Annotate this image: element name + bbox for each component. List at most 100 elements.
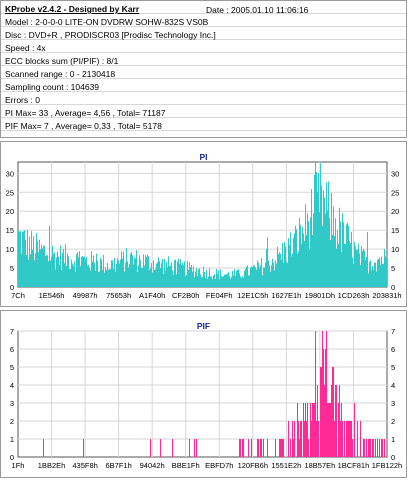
pi-bar — [377, 259, 378, 287]
pif-bar — [373, 439, 374, 457]
pi-bar — [283, 262, 284, 287]
pif-xtick-label: 1BB2Eh — [38, 461, 66, 470]
pi-bar — [32, 249, 33, 287]
pi-bar — [151, 263, 152, 287]
pi-bar — [372, 266, 373, 287]
pi-bar — [384, 249, 385, 287]
pi-bar — [103, 255, 104, 287]
pi-bar — [277, 246, 278, 287]
pif-bar — [43, 439, 44, 457]
pi-bar — [79, 251, 80, 287]
pif-bar — [349, 421, 350, 457]
pif-bar — [299, 439, 300, 457]
pi-bar — [242, 276, 243, 287]
pi-bar — [299, 217, 300, 287]
pi-bar — [191, 264, 192, 287]
pi-bar — [295, 225, 296, 287]
pi-bar — [226, 274, 227, 287]
pi-bar — [320, 163, 321, 287]
pif-bar — [340, 421, 341, 457]
pif-bar — [330, 403, 331, 457]
pi-bar — [334, 236, 335, 287]
pif-ytick-left: 6 — [10, 345, 14, 354]
pi-bar — [308, 221, 309, 287]
pi-bar — [331, 192, 332, 287]
pi-bar — [158, 257, 159, 287]
pi-bar — [205, 278, 206, 287]
pi-bar — [101, 259, 102, 287]
pi-bar — [360, 265, 361, 287]
pi-bar — [349, 241, 350, 287]
pi-bar — [343, 222, 344, 287]
pif-bar — [306, 421, 307, 457]
pi-bar — [62, 252, 63, 287]
pif-bar — [323, 349, 324, 457]
pi-bar — [72, 263, 73, 287]
pi-bar — [289, 245, 290, 287]
pif-ytick-left: 5 — [10, 363, 14, 372]
pi-bar — [168, 256, 169, 287]
pi-bar — [80, 266, 81, 287]
pi-bar — [333, 206, 334, 287]
pi-bar — [165, 270, 166, 287]
pif-bar — [369, 439, 370, 457]
pi-bar — [197, 275, 198, 287]
pif-ytick-right: 0 — [391, 453, 395, 462]
pi-bar — [235, 275, 236, 287]
pi-bar — [301, 244, 302, 287]
pi-bar — [203, 266, 204, 287]
pi-bar — [255, 267, 256, 287]
pi-ytick-right: 10 — [391, 245, 399, 254]
pi-bar — [113, 268, 114, 287]
pi-bar — [365, 259, 366, 287]
pi-bar — [58, 256, 59, 287]
pi-bar — [338, 243, 339, 287]
pi-bar — [362, 251, 363, 287]
pi-bar — [73, 265, 74, 287]
pi-bar — [178, 258, 179, 287]
pi-bar — [85, 259, 86, 287]
pi-bar — [18, 229, 19, 287]
pif-bar — [366, 439, 367, 457]
pi-bar — [155, 268, 156, 287]
pi-chart-title: PI — [199, 152, 208, 162]
pi-bar — [348, 225, 349, 287]
pi-ytick-left: 5 — [10, 264, 14, 273]
pi-bar — [193, 266, 194, 287]
pi-bar — [127, 261, 128, 287]
pif-bar — [341, 403, 342, 457]
pi-bar — [175, 259, 176, 287]
pif-bar — [336, 385, 337, 457]
pi-ytick-left: 0 — [10, 283, 14, 292]
pi-bar — [379, 257, 380, 287]
pi-xtick-label: 49987h — [73, 291, 98, 300]
pi-peak-bar — [315, 162, 317, 287]
pi-bar — [99, 271, 100, 287]
pif-bar — [370, 439, 371, 457]
pi-bar — [128, 267, 129, 287]
pi-bar — [132, 255, 133, 287]
pi-bar — [171, 262, 172, 287]
pi-xtick-label: 19801Dh — [305, 291, 335, 300]
pi-bar — [219, 279, 220, 287]
pi-bar — [185, 276, 186, 287]
pi-bar — [196, 268, 197, 287]
pi-bar — [240, 276, 241, 287]
info-disc: Disc : DVD+R , PRODISCR03 [Prodisc Techn… — [5, 30, 216, 40]
pi-bar — [233, 275, 234, 287]
pi-bar — [288, 238, 289, 287]
pi-bar — [368, 273, 369, 287]
pi-ytick-right: 30 — [391, 169, 399, 178]
pif-ytick-left: 1 — [10, 435, 14, 444]
pi-bar — [100, 257, 101, 287]
pi-bar — [231, 276, 232, 287]
pi-ytick-left: 15 — [6, 226, 14, 235]
pi-bar — [24, 230, 25, 287]
pi-bar — [75, 271, 76, 287]
pi-bar — [208, 276, 209, 287]
pi-bar — [161, 262, 162, 287]
pi-bar — [218, 270, 219, 287]
pif-xtick-label: EBFD7h — [205, 461, 233, 470]
pi-bar — [173, 274, 174, 287]
pi-bar — [53, 254, 54, 287]
